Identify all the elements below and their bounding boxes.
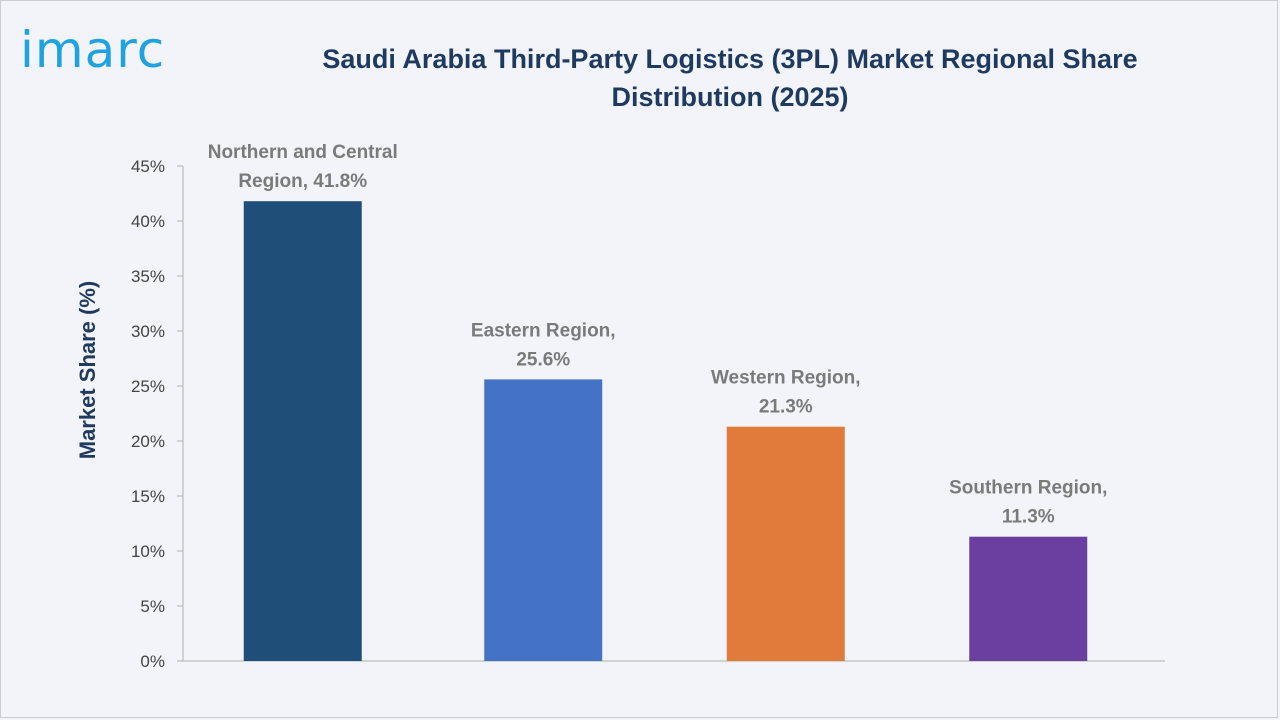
y-tick-label: 0%	[140, 652, 165, 671]
bar-eastern-region	[484, 379, 603, 661]
y-tick-label: 35%	[131, 267, 165, 286]
imarc-logo: imarc	[20, 22, 205, 82]
y-tick-label: 10%	[131, 542, 165, 561]
bar-southern-region	[969, 536, 1088, 661]
y-tick-label: 40%	[131, 212, 165, 231]
y-tick-label: 45%	[131, 157, 165, 176]
bar-western-region	[726, 426, 845, 661]
chart-data-labels: Northern and Central Region, 41.8% Eastern…	[208, 142, 1108, 528]
chart-axes: 0% 5% 10% 15% 20% 25% 30% 35% 40% 45%	[131, 157, 1165, 671]
chart-bars	[243, 201, 1088, 661]
y-tick-label: 30%	[131, 322, 165, 341]
bar-data-label: Western Region, 21.3%	[711, 368, 861, 418]
bar-data-label: Eastern Region, 25.6%	[471, 320, 616, 370]
y-tick-label: 5%	[140, 597, 165, 616]
bar-northern-and-central-region	[243, 201, 362, 661]
y-tick-label: 25%	[131, 377, 165, 396]
chart-title: Saudi Arabia Third-Party Logistics (3PL)…	[322, 44, 1138, 112]
logo-text: imarc	[20, 21, 166, 79]
y-tick-label: 20%	[131, 432, 165, 451]
bar-data-label: Southern Region, 11.3%	[949, 478, 1107, 528]
bar-data-label: Northern and Central Region, 41.8%	[208, 142, 398, 192]
y-tick-label: 15%	[131, 487, 165, 506]
